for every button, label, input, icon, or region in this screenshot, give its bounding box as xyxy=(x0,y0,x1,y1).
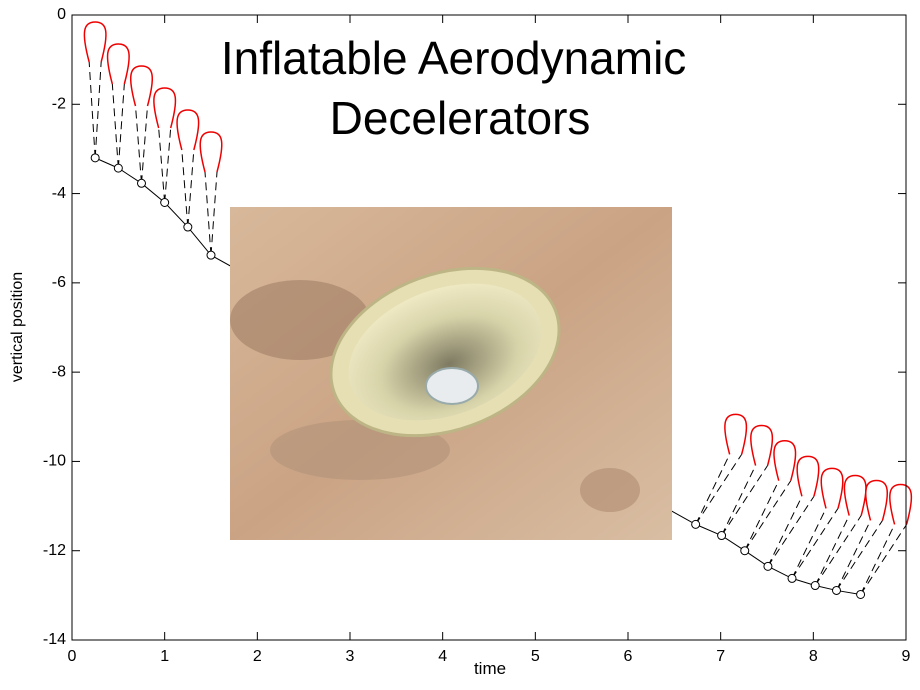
y-tick-label: -10 xyxy=(43,453,66,470)
trajectory-point xyxy=(810,581,820,591)
tether xyxy=(744,480,792,551)
decelerator-shape xyxy=(129,65,154,107)
trajectory-point xyxy=(832,585,841,595)
trajectory-point xyxy=(717,531,727,541)
decelerator-shape xyxy=(83,21,107,63)
y-tick-label: 0 xyxy=(57,6,66,23)
y-tick-label: -6 xyxy=(52,274,66,291)
trajectory-point xyxy=(183,222,193,232)
trajectory-point xyxy=(740,546,750,556)
tether xyxy=(791,508,839,579)
x-tick-label: 0 xyxy=(68,648,77,665)
x-tick-label: 2 xyxy=(253,648,262,665)
y-tick-label: -2 xyxy=(52,96,66,113)
tether xyxy=(204,171,218,256)
trajectory-point xyxy=(763,561,773,571)
x-tick-label: 8 xyxy=(809,648,818,665)
tether xyxy=(88,61,102,158)
tether xyxy=(836,520,883,591)
decelerator-shape xyxy=(864,479,889,521)
tether xyxy=(721,465,769,536)
decelerator-shape xyxy=(724,413,748,455)
decelerator-image xyxy=(230,207,672,540)
trajectory-point xyxy=(137,178,146,188)
trajectory-point xyxy=(787,573,797,583)
decelerator-shape xyxy=(750,424,774,466)
decelerator-shape xyxy=(843,474,867,516)
title-line: Inflatable Aerodynamic xyxy=(221,32,686,84)
decelerator-shape xyxy=(773,439,797,481)
tether xyxy=(767,496,815,567)
x-tick-label: 1 xyxy=(160,648,169,665)
tether xyxy=(814,515,862,586)
tether xyxy=(135,105,148,184)
tether xyxy=(695,454,743,525)
x-tick-label: 9 xyxy=(902,648,911,665)
trajectory-point xyxy=(206,250,216,260)
y-tick-label: -8 xyxy=(52,363,66,380)
decelerator-shape xyxy=(153,87,177,129)
tether xyxy=(860,524,908,595)
tether xyxy=(181,149,195,228)
trajectory-point xyxy=(113,163,123,173)
trajectory-point xyxy=(856,589,866,599)
tether xyxy=(158,127,172,203)
trajectory-point xyxy=(90,153,100,163)
trajectory-point xyxy=(160,198,170,207)
x-tick-label: 6 xyxy=(624,648,633,665)
y-axis-label: vertical position xyxy=(9,272,26,382)
decelerator-shape xyxy=(889,483,913,525)
x-tick-label: 5 xyxy=(531,648,540,665)
decelerator-shape xyxy=(199,131,223,173)
trajectory-decoration xyxy=(83,21,913,595)
y-tick-label: -14 xyxy=(43,631,66,648)
chart-title: Inflatable Aerodynamic Decelerators xyxy=(221,32,699,144)
decelerator-shape xyxy=(820,467,844,509)
x-tick-label: 3 xyxy=(346,648,355,665)
decelerator-shape xyxy=(106,43,130,85)
plot-area: 0 1 2 3 4 5 6 7 8 9 -14 -12 -10 -8 -6 -4 -2 0 xyxy=(43,6,911,665)
decelerator-shape xyxy=(796,455,820,497)
decelerator-shape xyxy=(176,109,200,151)
title-line: Decelerators xyxy=(330,92,591,144)
trajectory-point xyxy=(691,519,701,529)
tether xyxy=(111,83,125,169)
y-tick-label: -4 xyxy=(52,185,66,202)
y-tick-label: -12 xyxy=(43,542,66,559)
x-tick-label: 7 xyxy=(716,648,725,665)
x-axis-label: time xyxy=(474,659,506,678)
axes-frame xyxy=(71,14,907,641)
x-tick-label: 4 xyxy=(438,648,447,665)
